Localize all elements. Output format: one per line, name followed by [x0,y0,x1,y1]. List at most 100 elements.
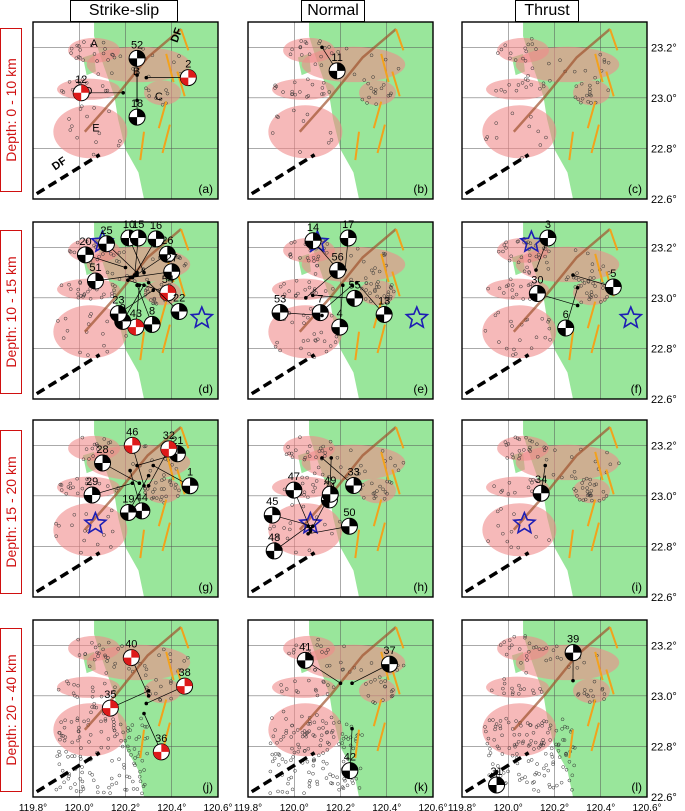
earthquake-dot [496,249,501,254]
earthquake-dot [164,88,168,92]
earthquake-dot [364,682,368,686]
epicenter-dot [144,75,149,80]
earthquake-dot [320,448,325,453]
earthquake-dot [546,730,550,735]
epicenter-dot [350,283,354,288]
earthquake-dot [508,277,513,282]
earthquake-dot [70,523,74,528]
earthquake-dot [519,723,523,728]
earthquake-dot [608,462,613,467]
earthquake-dot [586,251,590,256]
earthquake-dot [278,348,282,353]
earthquake-dot [528,253,532,258]
beachball-quadrant [348,230,357,238]
earthquake-dot [593,75,597,80]
earthquake-dot [281,734,286,739]
earthquake-dot [66,755,70,759]
earthquake-dot [182,659,186,663]
earthquake-dot [289,255,293,259]
earthquake-dot [540,317,544,321]
earthquake-dot [281,709,286,714]
mechanism-id-label: 15 [132,219,144,231]
earthquake-dot [498,643,503,647]
earthquake-dot [592,679,597,684]
earthquake-dot [324,721,328,726]
epicenter-dot [146,689,151,693]
longitude-tick-label: 120.2° [111,803,140,811]
earthquake-dot [534,725,539,729]
earthquake-dot [312,288,317,293]
earthquake-dot [63,316,68,321]
earthquake-dot [72,682,76,687]
earthquake-dot [534,478,539,483]
earthquake-dot [82,40,86,44]
earthquake-dot [294,294,298,298]
focal-mechanism-23: 23 [109,295,127,323]
beachball-quadrant [573,644,582,653]
earthquake-dot [54,521,58,526]
beachball-quadrant [114,321,123,330]
beachball-quadrant [339,319,348,328]
earthquake-dot [168,480,172,484]
earthquake-dot [529,346,534,350]
earthquake-dot [285,536,290,541]
earthquake-dot [111,253,116,257]
earthquake-dot [286,445,290,449]
fault-trace [512,426,611,531]
mechanism-id-label: 56 [331,251,343,263]
earthquake-dot [579,100,583,105]
deformation-front [35,353,101,396]
earthquake-dot [375,489,379,493]
earthquake-dot [292,108,296,113]
earthquake-dot [603,298,607,302]
earthquake-dot [324,776,329,780]
earthquake-dot [123,738,128,743]
earthquake-dot [87,740,91,744]
earthquake-dot [325,242,330,246]
earthquake-dot [535,442,539,446]
earthquake-dot [525,721,530,725]
earthquake-dot [126,744,130,749]
earthquake-dot [307,548,312,553]
earthquake-dot [270,131,275,135]
earthquake-dot [323,289,328,293]
earthquake-dot [288,252,292,257]
beachball-quadrant [77,254,86,263]
earthquake-dot [176,494,180,498]
earthquake-dot [520,741,525,745]
panel-frame [32,419,219,598]
earthquake-dot [57,762,62,766]
earthquake-dot [177,54,181,58]
earthquake-dot [517,647,522,651]
earthquake-dot [280,757,285,761]
earthquake-dot [150,496,154,501]
earthquake-dot [389,91,393,96]
earthquake-dot [312,720,317,725]
earthquake-dot [371,271,376,275]
earthquake-dot [325,664,329,668]
earthquake-dot [551,760,555,764]
earthquake-dot [140,791,144,796]
earthquake-dot [90,705,94,709]
earthquake-dot [534,335,539,340]
earthquake-dot [604,494,609,498]
earthquake-dot [331,721,336,725]
earthquake-dot [57,730,61,735]
panel-label: (d) [198,382,213,396]
mechanism-id-label: 25 [100,225,112,237]
mechanism-id-label: 31 [490,766,502,778]
earthquake-dot [501,531,505,536]
longitude-tick-label: 120.2° [540,803,569,811]
longitude-tick-label: 120.4° [372,803,401,811]
epicenter-dot [304,296,308,300]
mechanism-id-label: 5 [610,268,616,280]
earthquake-dot [589,488,594,493]
earthquake-dot [143,288,148,293]
earthquake-dot [382,294,387,298]
earthquake-dot [497,286,502,291]
earthquake-dot [282,292,287,297]
earthquake-dot [549,746,554,751]
earthquake-dot [99,295,104,300]
mechanism-id-label: 32 [163,430,175,442]
earthquake-dot [517,683,521,688]
